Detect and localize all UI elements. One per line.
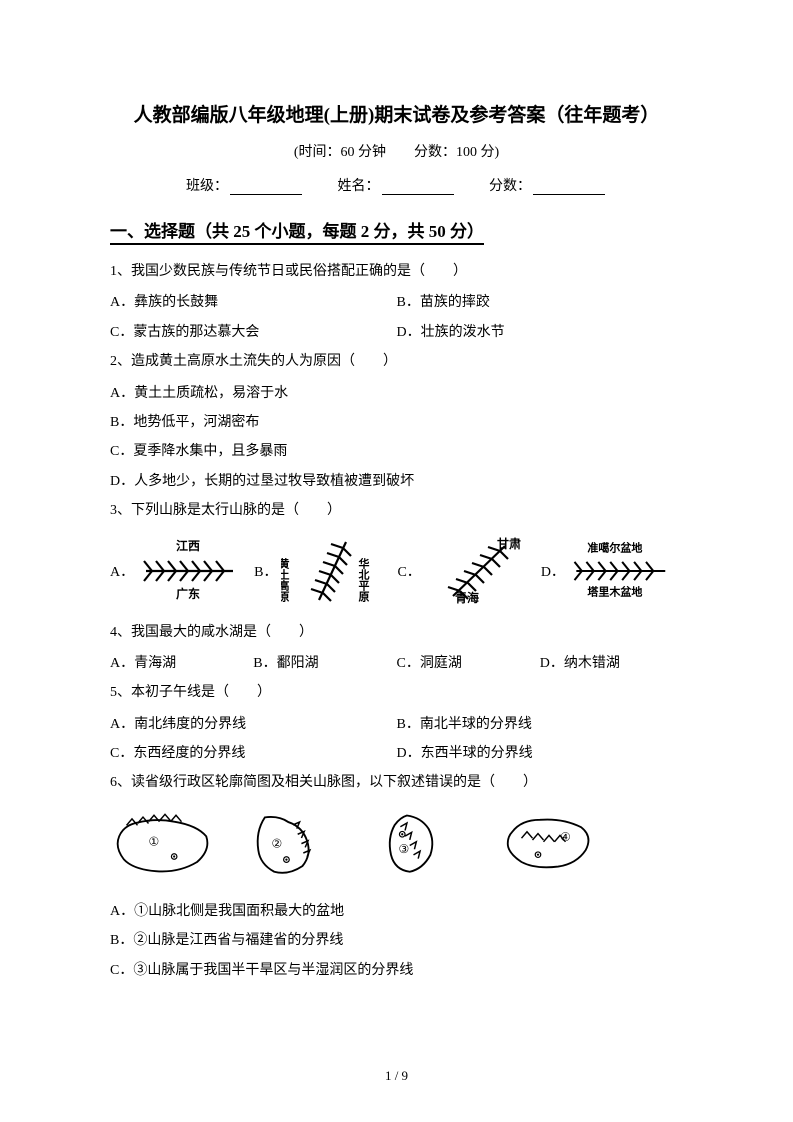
svg-text:③: ③	[399, 842, 410, 856]
q1-opt-a[interactable]: A．彝族的长鼓舞	[110, 288, 397, 317]
q6-image-row: ① ② ③ ④	[110, 808, 683, 883]
q5-opt-a[interactable]: A．南北纬度的分界线	[110, 710, 397, 739]
svg-text:青海: 青海	[455, 590, 479, 605]
q2-stem: 2、造成黄土高原水土流失的人为原因（ ）	[110, 347, 683, 376]
q5-options: A．南北纬度的分界线 B．南北半球的分界线 C．东西经度的分界线 D．东西半球的…	[110, 710, 683, 769]
q5-opt-d[interactable]: D．东西半球的分界线	[397, 739, 684, 768]
svg-text:①: ①	[149, 834, 160, 848]
q5-stem: 5、本初子午线是（ ）	[110, 678, 683, 707]
mountain-diagram-a: 江西 广东	[138, 536, 248, 606]
svg-text:④: ④	[560, 830, 571, 844]
q2-opt-b[interactable]: B．地势低平，河湖密布	[110, 408, 683, 437]
svg-text:准噶尔盆地: 准噶尔盆地	[587, 540, 642, 554]
svg-text:广东: 广东	[176, 586, 200, 601]
q1-stem: 1、我国少数民族与传统节日或民俗搭配正确的是（ ）	[110, 257, 683, 286]
province-outline-3: ③	[366, 808, 476, 883]
q3-label-b[interactable]: B．	[254, 561, 277, 581]
svg-text:黄土高原: 黄土高原	[281, 556, 290, 602]
q3-image-row: A． 江西 广东 B．	[110, 536, 683, 606]
mountain-diagram-d: 准噶尔盆地 塔里木盆地	[569, 536, 679, 606]
province-outline-4: ④	[494, 808, 604, 883]
q3-label-a[interactable]: A．	[110, 561, 134, 581]
province-outline-2: ②	[238, 808, 348, 883]
section-1-heading: 一、选择题（共 25 个小题，每题 2 分，共 50 分）	[110, 217, 484, 245]
q6-opt-a[interactable]: A．①山脉北侧是我国面积最大的盆地	[110, 897, 683, 926]
province-outline-1: ①	[110, 808, 220, 883]
svg-text:塔里木盆地: 塔里木盆地	[587, 584, 642, 598]
svg-text:江西: 江西	[176, 538, 200, 553]
q4-opt-b[interactable]: B．鄱阳湖	[253, 649, 396, 678]
q6-stem: 6、读省级行政区轮廓简图及相关山脉图，以下叙述错误的是（ ）	[110, 768, 683, 797]
class-blank[interactable]	[230, 179, 302, 195]
q3-label-d[interactable]: D．	[541, 561, 565, 581]
svg-text:甘肃: 甘肃	[497, 536, 521, 551]
q4-opt-c[interactable]: C．洞庭湖	[397, 649, 540, 678]
class-label: 班级：	[186, 179, 228, 194]
q5-opt-c[interactable]: C．东西经度的分界线	[110, 739, 397, 768]
score-label: 分数：	[489, 179, 531, 194]
q6-opt-b[interactable]: B．②山脉是江西省与福建省的分界线	[110, 926, 683, 955]
q1-opt-d[interactable]: D．壮族的泼水节	[397, 318, 684, 347]
score-blank[interactable]	[533, 179, 605, 195]
exam-title: 人教部编版八年级地理(上册)期末试卷及参考答案（往年题考）	[110, 100, 683, 127]
q6-options: A．①山脉北侧是我国面积最大的盆地 B．②山脉是江西省与福建省的分界线 C．③山…	[110, 897, 683, 985]
name-label: 姓名：	[338, 179, 380, 194]
q3-stem: 3、下列山脉是太行山脉的是（ ）	[110, 496, 683, 525]
q3-label-c[interactable]: C．	[397, 561, 420, 581]
student-info-row: 班级： 姓名： 分数：	[110, 175, 683, 195]
q4-opt-d[interactable]: D．纳木错湖	[540, 649, 683, 678]
q4-stem: 4、我国最大的咸水湖是（ ）	[110, 618, 683, 647]
svg-text:②: ②	[271, 836, 282, 850]
q2-options: A．黄土土质疏松，易溶于水 B．地势低平，河湖密布 C．夏季降水集中，且多暴雨 …	[110, 379, 683, 497]
q4-options: A．青海湖 B．鄱阳湖 C．洞庭湖 D．纳木错湖	[110, 649, 683, 678]
exam-subtitle: (时间：60 分钟 分数：100 分)	[110, 141, 683, 161]
mountain-diagram-c: 甘肃 青海	[425, 536, 535, 606]
q1-options: A．彝族的长鼓舞 B．苗族的摔跤 C．蒙古族的那达慕大会 D．壮族的泼水节	[110, 288, 683, 347]
q2-opt-c[interactable]: C．夏季降水集中，且多暴雨	[110, 437, 683, 466]
q2-opt-a[interactable]: A．黄土土质疏松，易溶于水	[110, 379, 683, 408]
page-number: 1 / 9	[0, 1068, 793, 1084]
q6-opt-c[interactable]: C．③山脉属于我国半干旱区与半湿润区的分界线	[110, 956, 683, 985]
q5-opt-b[interactable]: B．南北半球的分界线	[397, 710, 684, 739]
mountain-diagram-b: 黄土高原 华北平原	[281, 536, 391, 606]
q1-opt-c[interactable]: C．蒙古族的那达慕大会	[110, 318, 397, 347]
q4-opt-a[interactable]: A．青海湖	[110, 649, 253, 678]
svg-text:华北平原: 华北平原	[357, 556, 370, 602]
name-blank[interactable]	[382, 179, 454, 195]
q2-opt-d[interactable]: D．人多地少，长期的过垦过牧导致植被遭到破坏	[110, 467, 683, 496]
q1-opt-b[interactable]: B．苗族的摔跤	[397, 288, 684, 317]
